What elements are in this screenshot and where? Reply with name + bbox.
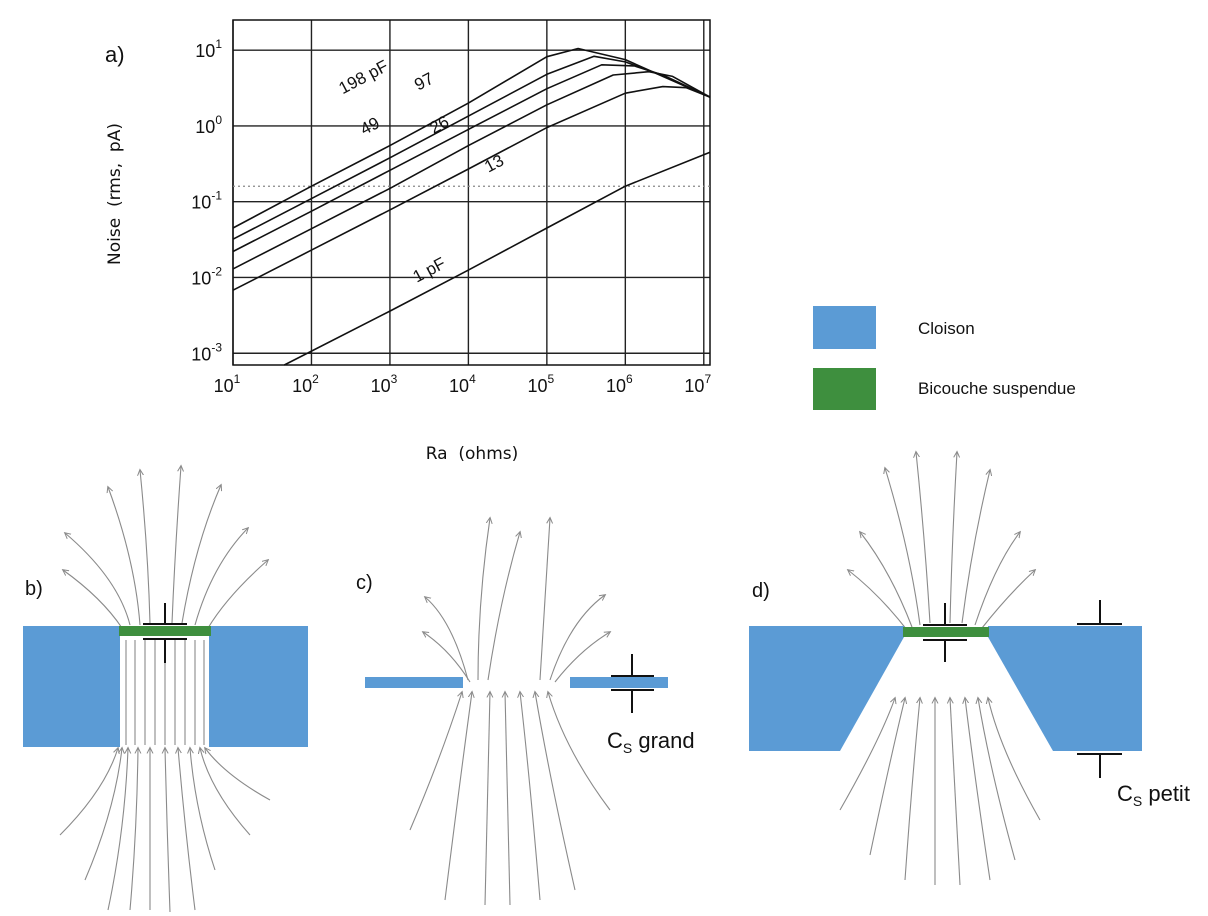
legend: Cloison Bicouche suspendue	[813, 306, 1076, 410]
noise-plot: a) 198 pF 97 49 26 13 1 pF 101 102 103 104 105 106…	[105, 19, 712, 464]
series-label: 1 pF	[410, 254, 449, 287]
diagram-d: d)	[749, 452, 1190, 886]
series-label: 13	[481, 151, 507, 177]
field-lines-c	[409, 518, 610, 906]
partition-c-right	[570, 677, 668, 688]
bilayer-b	[119, 626, 211, 636]
partition-c-left	[365, 677, 463, 688]
y-tick-label: 10-1	[191, 189, 222, 213]
field-lines-d	[839, 452, 1041, 886]
y-axis-label: Noise (rms, pA)	[105, 123, 125, 265]
capacitor-label-c: CS grand	[607, 728, 695, 756]
x-tick-label: 101	[214, 372, 241, 396]
x-tick-label: 103	[371, 372, 398, 396]
series-line	[232, 55, 711, 240]
capacitor-symbol-b	[143, 603, 187, 663]
series-line	[232, 64, 711, 253]
plot-series-group	[232, 47, 711, 366]
bilayer-d	[903, 627, 989, 637]
x-tick-label: 107	[684, 372, 711, 396]
y-tick-label: 10-3	[191, 340, 222, 364]
x-tick-label: 104	[449, 372, 476, 396]
y-tick-labels: 10-3 10-2 10-1 100 101	[191, 37, 222, 364]
partition-d-left	[749, 626, 904, 751]
series-label: 49	[357, 113, 383, 139]
x-tick-label: 106	[606, 372, 633, 396]
legend-label-partition: Cloison	[918, 319, 975, 338]
legend-label-bilayer: Bicouche suspendue	[918, 379, 1076, 398]
x-tick-label: 102	[292, 372, 319, 396]
partition-d-right	[988, 626, 1142, 751]
x-axis-label: Ra (ohms)	[426, 444, 519, 464]
series-label: 97	[411, 69, 437, 95]
series-line	[232, 70, 711, 270]
legend-swatch-bilayer	[813, 368, 876, 410]
diagram-c: c) CS grand	[356, 518, 695, 906]
y-tick-label: 100	[195, 113, 222, 137]
diagram-b: b)	[23, 466, 308, 913]
series-line	[283, 151, 711, 366]
x-tick-label: 105	[527, 372, 554, 396]
series-label: 26	[427, 112, 453, 138]
panel-label-c: c)	[356, 572, 373, 594]
legend-swatch-partition	[813, 306, 876, 349]
plot-grid	[232, 20, 710, 365]
capacitor-symbol-d-partition	[1077, 600, 1122, 778]
field-lines-b	[59, 466, 271, 913]
panel-label-a: a)	[105, 42, 125, 67]
capacitor-label-d: CS petit	[1117, 781, 1190, 809]
plot-frame	[232, 19, 711, 366]
panel-label-b: b)	[25, 578, 43, 600]
series-line	[232, 85, 711, 291]
capacitor-symbol-c	[611, 654, 654, 713]
partition-b-left	[23, 626, 120, 747]
y-tick-label: 10-2	[191, 264, 222, 288]
panel-label-d: d)	[752, 580, 770, 602]
series-label: 198 pF	[336, 56, 392, 98]
partition-b-right	[209, 626, 308, 747]
capacitor-symbol-d-center	[923, 603, 967, 662]
x-tick-labels: 101 102 103 104 105 106 107	[214, 372, 712, 396]
y-tick-label: 101	[195, 37, 222, 61]
